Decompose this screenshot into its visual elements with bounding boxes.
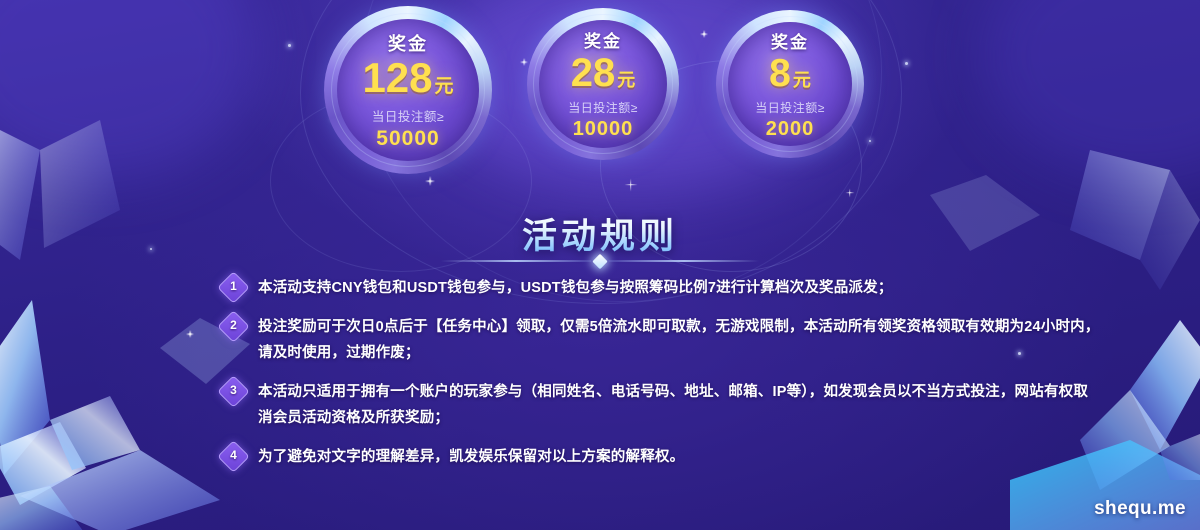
circle-gap-ring (331, 13, 485, 167)
rule-item: 3 本活动只适用于拥有一个账户的玩家参与（相同姓名、电话号码、地址、邮箱、IP等… (217, 375, 1102, 431)
circle-inner: 奖金 28 元 当日投注额≥ 10000 (539, 20, 667, 148)
rule-text: 本活动只适用于拥有一个账户的玩家参与（相同姓名、电话号码、地址、邮箱、IP等），… (258, 384, 1089, 426)
section-title-block: 活动规则 (0, 208, 1200, 270)
prize-unit: 元 (617, 70, 636, 90)
prize-requirement: 2000 (765, 117, 815, 140)
prize-circle-3[interactable]: 奖金 8 元 当日投注额≥ 2000 (716, 10, 864, 158)
rule-bullet-diamond-icon: 2 (217, 310, 250, 343)
prize-circles: 奖金 128 元 当日投注额≥ 50000 奖金 28 元 当日投注额≥ 100 (0, 0, 1200, 180)
prize-label: 奖金 (388, 33, 428, 54)
rule-text: 为了避免对文字的理解差异，凯发娱乐保留对以上方案的解释权。 (258, 449, 685, 465)
rule-item: 4 为了避免对文字的理解差异，凯发娱乐保留对以上方案的解释权。 (217, 440, 1102, 473)
star-sparkle (845, 188, 854, 197)
prize-label: 奖金 (584, 32, 622, 51)
prize-amount-row: 8 元 (769, 54, 811, 93)
divider-line-right (609, 260, 759, 262)
circle-inner: 奖金 8 元 当日投注额≥ 2000 (728, 22, 852, 146)
prize-requirement: 50000 (376, 126, 440, 150)
rule-bullet-diamond-icon: 1 (217, 271, 250, 304)
watermark: shequ.me (1094, 498, 1186, 519)
prize-condition: 当日投注额≥ (371, 109, 445, 124)
rule-item: 2 投注奖励可于次日0点后于【任务中心】领取，仅需5倍流水即可取款，无游戏限制，… (217, 310, 1102, 366)
divider-diamond-icon (592, 253, 608, 270)
prize-unit: 元 (792, 69, 811, 90)
prize-circle-2[interactable]: 奖金 28 元 当日投注额≥ 10000 (527, 8, 679, 160)
star-sparkle (186, 330, 194, 338)
prize-circle-1[interactable]: 奖金 128 元 当日投注额≥ 50000 (324, 6, 492, 174)
crystal-shard-left (0, 300, 220, 530)
prize-requirement: 10000 (572, 118, 634, 140)
rule-bullet-diamond-icon: 3 (217, 375, 250, 408)
title-divider (435, 253, 765, 270)
prize-condition: 当日投注额≥ (568, 101, 638, 115)
prize-amount: 8 (769, 51, 791, 95)
rule-text: 本活动支持CNY钱包和USDT钱包参与，USDT钱包参与按照筹码比例7进行计算档… (258, 280, 893, 296)
prize-label: 奖金 (771, 32, 809, 52)
rules-list: 1 本活动支持CNY钱包和USDT钱包参与，USDT钱包参与按照筹码比例7进行计… (217, 271, 1102, 483)
rule-item: 1 本活动支持CNY钱包和USDT钱包参与，USDT钱包参与按照筹码比例7进行计… (217, 271, 1102, 304)
prize-condition: 当日投注额≥ (755, 100, 825, 115)
section-title: 活动规则 (522, 208, 678, 259)
circle-gap-ring (533, 14, 673, 154)
rule-bullet-diamond-icon: 4 (217, 440, 250, 473)
divider-line-left (441, 260, 591, 262)
circle-inner: 奖金 128 元 当日投注额≥ 50000 (337, 19, 479, 161)
rule-text: 投注奖励可于次日0点后于【任务中心】领取，仅需5倍流水即可取款，无游戏限制，本活… (258, 319, 1100, 361)
rule-number: 2 (230, 318, 237, 332)
prize-amount-row: 128 元 (362, 53, 454, 101)
prize-amount-row: 28 元 (571, 53, 636, 93)
prize-amount: 28 (570, 51, 616, 95)
rule-number: 1 (230, 279, 237, 293)
circle-gap-ring (722, 16, 858, 152)
prize-unit: 元 (434, 75, 454, 97)
prize-amount: 128 (362, 53, 433, 101)
rule-number: 4 (230, 448, 237, 462)
rule-number: 3 (230, 383, 237, 397)
